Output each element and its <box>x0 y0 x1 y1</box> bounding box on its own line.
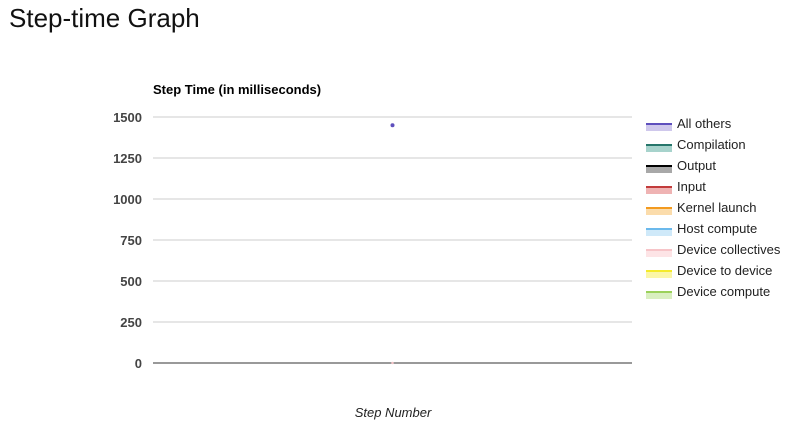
y-tick-label: 1250 <box>113 151 142 166</box>
legend-label: Device collectives <box>677 242 781 257</box>
legend-label: Input <box>677 179 706 194</box>
legend-label: Compilation <box>677 137 746 152</box>
legend-item-input[interactable]: Input <box>646 179 706 194</box>
x-axis-label: Step Number <box>355 405 432 420</box>
legend-item-kernel-launch[interactable]: Kernel launch <box>646 200 757 215</box>
plot-area <box>390 123 395 365</box>
legend-swatch <box>646 166 672 173</box>
legend-swatch <box>646 292 672 299</box>
legend-item-device-compute[interactable]: Device compute <box>646 284 770 299</box>
y-tick-label: 500 <box>120 274 142 289</box>
y-tick-label: 750 <box>120 233 142 248</box>
legend-label: Device to device <box>677 263 772 278</box>
data-point-all-others[interactable] <box>390 123 395 128</box>
legend-swatch <box>646 145 672 152</box>
legend-swatch <box>646 208 672 215</box>
legend: All others Compilation Output Input Kernel l… <box>646 116 781 299</box>
legend-label: All others <box>677 116 732 131</box>
legend-label: Kernel launch <box>677 200 757 215</box>
legend-item-all-others[interactable]: All others <box>646 116 732 131</box>
legend-swatch <box>646 250 672 257</box>
y-tick-label: 1000 <box>113 192 142 207</box>
legend-swatch <box>646 187 672 194</box>
legend-item-device-to-device[interactable]: Device to device <box>646 263 772 278</box>
legend-label: Device compute <box>677 284 770 299</box>
y-axis: 0 250 500 750 1000 1250 1500 <box>113 110 142 371</box>
page-title: Step-time Graph <box>9 3 200 33</box>
legend-label: Host compute <box>677 221 757 236</box>
baseline-point <box>391 361 394 365</box>
chart-title: Step Time (in milliseconds) <box>153 82 321 97</box>
y-tick-label: 250 <box>120 315 142 330</box>
legend-swatch <box>646 271 672 278</box>
legend-item-output[interactable]: Output <box>646 158 716 173</box>
legend-swatch <box>646 124 672 131</box>
legend-item-host-compute[interactable]: Host compute <box>646 221 757 236</box>
legend-swatch <box>646 229 672 236</box>
legend-item-device-collectives[interactable]: Device collectives <box>646 242 781 257</box>
legend-label: Output <box>677 158 716 173</box>
legend-item-compilation[interactable]: Compilation <box>646 137 746 152</box>
grid <box>153 116 632 364</box>
y-tick-label: 1500 <box>113 110 142 125</box>
y-tick-label: 0 <box>135 356 142 371</box>
